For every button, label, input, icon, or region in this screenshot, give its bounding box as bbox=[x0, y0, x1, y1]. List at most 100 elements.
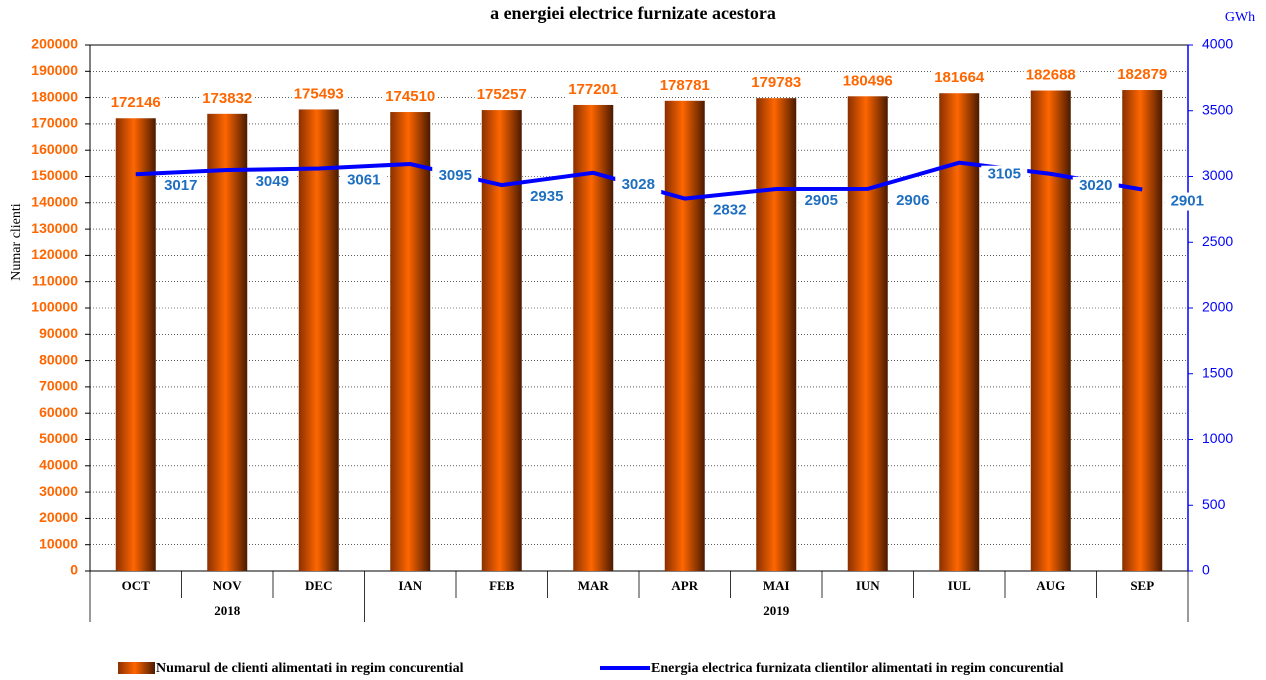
y2-tick-label: 0 bbox=[1202, 562, 1210, 578]
line-label-bg bbox=[1072, 176, 1119, 195]
y-tick-label: 30000 bbox=[39, 483, 78, 499]
line-label-bg bbox=[249, 173, 296, 192]
x-tick-label: IUN bbox=[856, 578, 880, 593]
bar-label-bg bbox=[383, 88, 438, 106]
bar bbox=[756, 98, 797, 571]
y2-tick-label: 1500 bbox=[1202, 364, 1233, 380]
bar-label-bg bbox=[932, 69, 987, 87]
x-tick-label: FEB bbox=[489, 578, 515, 593]
bar-label-bg bbox=[200, 89, 255, 107]
line-label-bg bbox=[706, 201, 753, 220]
bar bbox=[481, 110, 522, 571]
bar-value-label: 175493 bbox=[294, 85, 344, 102]
bar-value-label: 179783 bbox=[751, 74, 801, 91]
x-tick-label: MAI bbox=[763, 578, 790, 593]
x-tick-label: SEP bbox=[1130, 578, 1154, 593]
line-value-label: 3028 bbox=[622, 176, 655, 193]
bar-label-bg bbox=[566, 80, 621, 98]
y-tick-label: 150000 bbox=[31, 167, 78, 183]
line-label-bg bbox=[615, 175, 662, 194]
bar-label-bg bbox=[108, 94, 163, 112]
bar-label-bg bbox=[1115, 65, 1170, 83]
line-label-bg bbox=[523, 188, 570, 207]
line-value-label: 2935 bbox=[530, 188, 563, 205]
bar-label-bg bbox=[1023, 66, 1078, 84]
bar-label-bg bbox=[840, 72, 895, 90]
bar bbox=[573, 104, 614, 572]
bar bbox=[847, 96, 888, 571]
bar bbox=[1030, 90, 1071, 571]
x-tick-label: AUG bbox=[1036, 578, 1065, 593]
line-value-label: 2832 bbox=[713, 202, 746, 219]
y-tick-label: 110000 bbox=[32, 272, 78, 288]
x-tick-label: NOV bbox=[213, 578, 243, 593]
bar-value-label: 180496 bbox=[843, 72, 893, 89]
group-label: 2019 bbox=[763, 603, 790, 618]
y-tick-label: 0 bbox=[70, 562, 78, 578]
line-value-label: 3017 bbox=[164, 177, 197, 194]
y-tick-label: 140000 bbox=[31, 194, 78, 210]
y-tick-label: 160000 bbox=[31, 141, 78, 157]
y2-tick-label: 4000 bbox=[1202, 36, 1233, 52]
y2-tick-label: 3000 bbox=[1202, 167, 1233, 183]
bar-value-label: 182688 bbox=[1026, 66, 1076, 83]
line-value-label: 3105 bbox=[988, 166, 1021, 183]
y2-tick-label: 3500 bbox=[1202, 101, 1233, 117]
y-tick-label: 170000 bbox=[31, 115, 78, 131]
line-label-bg bbox=[340, 171, 387, 190]
line-label-bg bbox=[889, 191, 936, 210]
y-tick-label: 90000 bbox=[39, 325, 78, 341]
y2-tick-label: 2500 bbox=[1202, 233, 1233, 249]
x-tick-label: IAN bbox=[398, 578, 422, 593]
y-tick-label: 20000 bbox=[39, 509, 78, 525]
y-tick-label: 180000 bbox=[31, 88, 78, 104]
bar bbox=[115, 118, 156, 572]
legend-label: Energia electrica furnizata clientilor a… bbox=[651, 661, 1064, 676]
y-tick-label: 120000 bbox=[31, 246, 78, 262]
line-value-label: 3020 bbox=[1079, 177, 1112, 194]
bar-label-bg bbox=[291, 85, 346, 103]
line-value-label: 2906 bbox=[896, 192, 929, 209]
y2-tick-label: 1000 bbox=[1202, 430, 1233, 446]
y-tick-label: 190000 bbox=[31, 62, 78, 78]
y-tick-label: 70000 bbox=[39, 378, 78, 394]
y-tick-label: 60000 bbox=[39, 404, 78, 420]
bar bbox=[664, 100, 705, 571]
bar-value-label: 174510 bbox=[385, 88, 435, 105]
x-tick-label: IUL bbox=[948, 578, 971, 593]
bar-value-label: 178781 bbox=[660, 77, 710, 94]
y-tick-label: 50000 bbox=[39, 430, 78, 446]
bar-value-label: 181664 bbox=[934, 69, 985, 86]
y-tick-label: 10000 bbox=[39, 535, 78, 551]
line-value-label: 3095 bbox=[439, 167, 472, 184]
bar bbox=[939, 93, 980, 571]
line-value-label: 2905 bbox=[805, 192, 838, 209]
line-value-label: 3049 bbox=[256, 173, 289, 190]
x-tick-label: APR bbox=[671, 578, 698, 593]
x-tick-label: MAR bbox=[578, 578, 610, 593]
y-tick-label: 80000 bbox=[39, 351, 78, 367]
bar-label-bg bbox=[474, 86, 529, 104]
group-label: 2018 bbox=[214, 603, 241, 618]
y-tick-label: 100000 bbox=[31, 299, 78, 315]
bar-value-label: 182879 bbox=[1117, 66, 1167, 83]
bar-value-label: 172146 bbox=[111, 94, 161, 111]
bar-value-label: 175257 bbox=[477, 86, 527, 103]
legend-label: Numarul de clienti alimentati in regim c… bbox=[156, 661, 464, 676]
y2-axis-label: GWh bbox=[1225, 10, 1255, 25]
bar-value-label: 173832 bbox=[202, 90, 252, 107]
line-label-bg bbox=[981, 165, 1028, 184]
y2-tick-label: 2000 bbox=[1202, 299, 1233, 315]
line-value-label: 3061 bbox=[347, 171, 380, 188]
bar bbox=[1122, 90, 1163, 571]
y-axis-label: Numar clienti bbox=[9, 203, 24, 280]
x-tick-label: DEC bbox=[305, 578, 332, 593]
bar-label-bg bbox=[749, 74, 804, 92]
y2-tick-label: 500 bbox=[1202, 496, 1226, 512]
y-tick-label: 200000 bbox=[31, 36, 78, 52]
x-tick-label: OCT bbox=[122, 578, 151, 593]
legend-swatch bbox=[118, 662, 155, 674]
bar bbox=[390, 112, 431, 571]
bar-value-label: 177201 bbox=[568, 81, 618, 98]
